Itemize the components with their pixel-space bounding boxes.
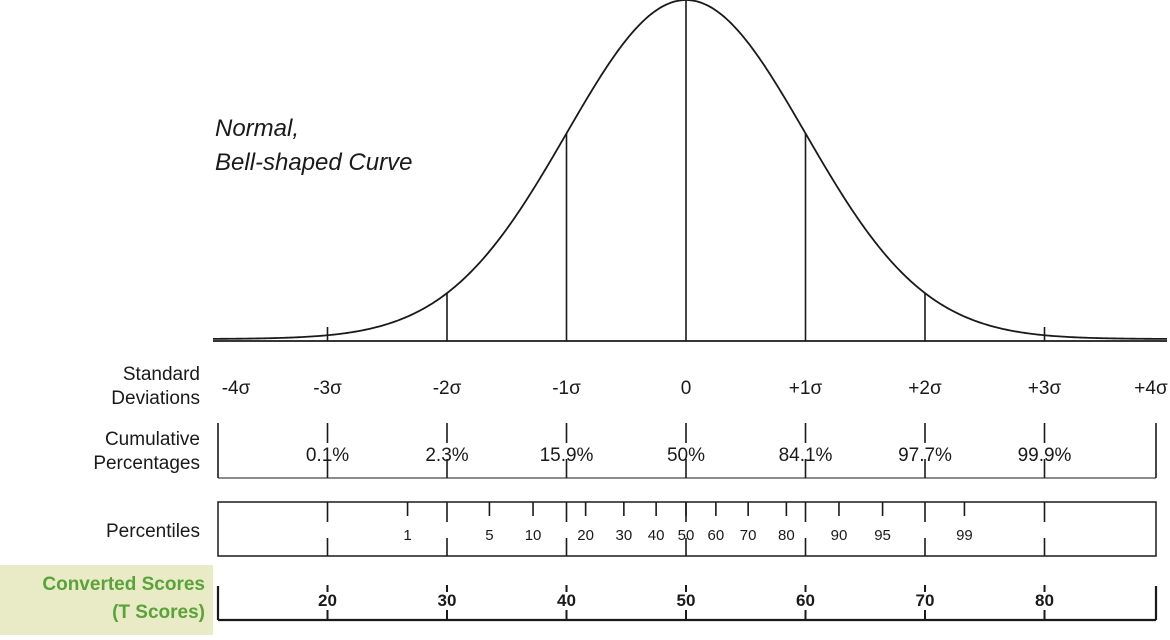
- percentile-label: 40: [648, 527, 665, 544]
- sd-label: -3σ: [313, 378, 342, 399]
- percentile-label: 90: [831, 527, 848, 544]
- sd-label: +3σ: [1028, 378, 1062, 399]
- tscore-label: 70: [916, 591, 935, 610]
- cumulative-percentage-label: 0.1%: [306, 445, 349, 466]
- cumulative-percentage-label: 97.7%: [898, 445, 952, 466]
- converted-scores-row-label: Converted Scores (T Scores): [42, 574, 205, 623]
- sd-label: -4σ: [222, 378, 251, 399]
- curve-title: Normal, Bell-shaped Curve: [215, 112, 412, 180]
- standard-deviations-row-label: Standard Deviations: [111, 364, 200, 409]
- percentile-label: 50: [678, 527, 695, 544]
- tscore-label: 60: [796, 591, 815, 610]
- cumulative-percentage-label: 15.9%: [540, 445, 594, 466]
- percentiles-box: [217, 501, 1157, 557]
- curve-title-line-1: Normal,: [215, 115, 300, 142]
- sd-label: -2σ: [433, 378, 462, 399]
- cumulative-percentage-label: 84.1%: [779, 445, 833, 466]
- tscore-label: 50: [677, 591, 696, 610]
- tscore-label: 20: [318, 591, 337, 610]
- percentile-label: 70: [740, 527, 757, 544]
- sd-label: 0: [681, 378, 692, 399]
- percentile-label: 1: [403, 527, 411, 544]
- cumulative-percentage-label: 2.3%: [425, 445, 468, 466]
- sd-label: +2σ: [908, 378, 942, 399]
- converted-scores-label-box: Converted Scores (T Scores): [0, 565, 213, 635]
- percentile-label: 95: [874, 527, 891, 544]
- tscore-label: 30: [438, 591, 457, 610]
- percentile-label: 10: [525, 527, 542, 544]
- sd-label: +4σ: [1134, 378, 1168, 399]
- tscore-label: 80: [1035, 591, 1054, 610]
- percentile-label: 5: [485, 527, 493, 544]
- percentile-label: 80: [778, 527, 795, 544]
- percentile-label: 30: [616, 527, 633, 544]
- cumulative-percentage-label: 50%: [667, 445, 705, 466]
- percentiles-row-label: Percentiles: [106, 521, 200, 542]
- sd-label: -1σ: [552, 378, 581, 399]
- sd-label: +1σ: [789, 378, 823, 399]
- cumulative-percentage-label: 99.9%: [1018, 445, 1072, 466]
- percentile-label: 20: [577, 527, 594, 544]
- tscore-label: 40: [557, 591, 576, 610]
- curve-title-line-2: Bell-shaped Curve: [215, 149, 413, 176]
- cumulative-percentages-row-label: Cumulative Percentages: [93, 429, 200, 474]
- bell-curve: [212, 0, 1168, 340]
- percentile-label: 99: [956, 527, 973, 544]
- percentile-label: 60: [708, 527, 725, 544]
